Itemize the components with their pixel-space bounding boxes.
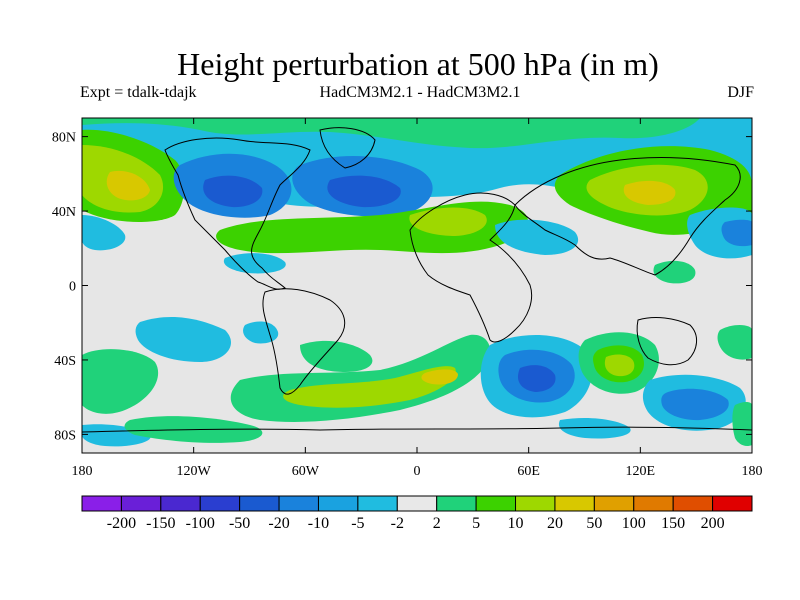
field-sh-green-fareast — [732, 401, 752, 447]
field-indian-cyan — [495, 219, 579, 255]
field-sh-cyan-west — [135, 316, 231, 362]
y-tick-label: 40S — [54, 354, 76, 369]
colorbar-swatch — [160, 495, 201, 512]
colorbar-swatch — [317, 495, 359, 512]
colorbar-label: 5 — [472, 515, 480, 532]
field-sh-green-mid — [300, 340, 373, 372]
coastlines — [82, 127, 752, 433]
colorbar-label: 200 — [701, 515, 725, 532]
y-tick-label: 80S — [54, 428, 76, 443]
field-indian-low-core — [517, 365, 556, 392]
colorbar-label: 100 — [622, 515, 646, 532]
field-aus-high-core — [604, 354, 635, 377]
field-asia-orange — [623, 180, 676, 205]
colorbar-label: -2 — [391, 515, 404, 532]
colorbar-label: -100 — [186, 515, 215, 532]
field-pacific-blue-east — [721, 219, 752, 247]
colorbar-swatch — [396, 495, 438, 512]
field-sh-cyan-sa — [243, 321, 279, 344]
colorbar-label: -50 — [229, 515, 250, 532]
field-na-low-core — [203, 175, 263, 208]
colorbar-swatch — [672, 495, 714, 512]
coast-asia — [514, 157, 741, 276]
y-tick-label: 40N — [52, 205, 76, 220]
field-sh-blue-east — [661, 388, 729, 421]
y-axis: 80N 40N 0 40S 80S — [52, 131, 752, 443]
field-atlantic-low-core — [327, 175, 401, 208]
coast-south-america — [262, 288, 346, 395]
field-pacific-orange — [106, 170, 150, 201]
colorbar-swatch — [554, 495, 595, 512]
field-tropics-green-1 — [653, 260, 696, 284]
coast-australia — [636, 317, 697, 366]
season-label: DJF — [727, 84, 754, 101]
colorbar-swatch — [475, 495, 517, 512]
colorbar-label: 50 — [586, 515, 602, 532]
colorbar-label: 150 — [661, 515, 685, 532]
colorbar-label: -5 — [351, 515, 364, 532]
colorbar-swatch — [199, 495, 241, 512]
colorbar-label: 20 — [547, 515, 563, 532]
field-europe-yellow — [409, 207, 487, 236]
colorbar-swatch — [81, 495, 122, 512]
colorbar-swatch — [633, 495, 674, 512]
colorbar-swatch — [278, 495, 319, 512]
colorbar-swatch — [357, 495, 398, 512]
colorbar-swatch — [593, 495, 635, 512]
field-na-cyan-south — [223, 253, 286, 274]
colorbar-label: -150 — [146, 515, 175, 532]
colorbar-swatch — [515, 495, 556, 512]
field-sh-lime-atlantic — [283, 366, 456, 408]
x-tick-label: 180 — [742, 464, 763, 479]
coast-europe-africa — [409, 192, 533, 343]
field-nh-green-top — [82, 118, 700, 149]
field-sh-cyan-south-mid — [558, 417, 631, 439]
x-tick-label: 180 — [72, 464, 93, 479]
field-sh-yellow-atlantic — [421, 369, 458, 385]
anomaly-field — [82, 118, 752, 447]
colorbar-label: -200 — [107, 515, 136, 532]
x-tick-label: 60W — [292, 464, 320, 479]
colorbar-label: 10 — [508, 515, 524, 532]
colorbar: -200 -150 -100 -50 -20 -10 -5 -2 2 5 10 20 50 100 150 2… — [81, 495, 753, 532]
field-sh-green-west — [82, 349, 159, 414]
models-label: HadCM3M2.1 - HadCM3M2.1 — [319, 84, 521, 101]
y-tick-label: 80N — [52, 131, 76, 146]
colorbar-swatch — [239, 495, 280, 512]
colorbar-label: -20 — [268, 515, 289, 532]
colorbar-swatch — [436, 495, 477, 512]
coast-greenland — [319, 127, 376, 169]
colorbar-swatch — [120, 495, 162, 512]
x-tick-label: 120E — [626, 464, 656, 479]
experiment-label: Expt = tdalk-tdajk — [80, 84, 197, 101]
field-eastpacific-cyan — [82, 215, 126, 251]
coast-north-america — [164, 137, 311, 290]
colorbar-label: -10 — [308, 515, 329, 532]
colorbar-label: 2 — [433, 515, 441, 532]
x-tick-label: 0 — [414, 464, 421, 479]
x-tick-label: 60E — [517, 464, 540, 479]
y-tick-label: 0 — [69, 280, 76, 295]
colorbar-swatch — [712, 495, 753, 512]
x-tick-label: 120W — [177, 464, 212, 479]
field-sh-green-east — [717, 325, 752, 360]
coast-antarctica — [82, 426, 752, 433]
chart-title: Height perturbation at 500 hPa (in m) — [177, 46, 659, 82]
x-axis: 180 120W 60W 0 60E 120E 180 — [72, 118, 763, 479]
